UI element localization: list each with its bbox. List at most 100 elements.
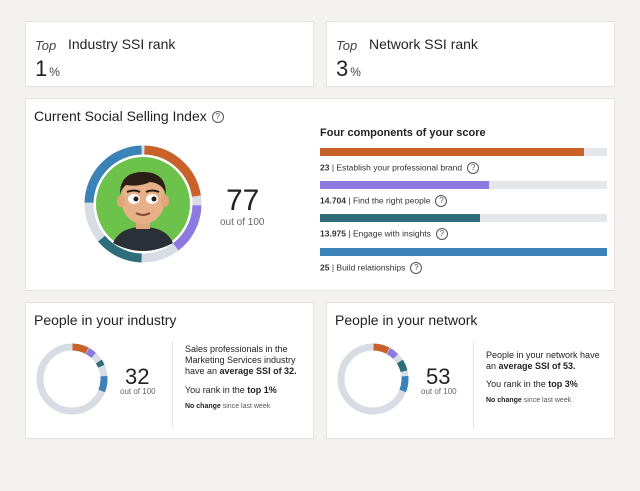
component-name: Find the right people	[352, 195, 431, 206]
component-bar-fill	[320, 214, 481, 222]
components-title: Four components of your score	[320, 127, 486, 139]
donut-segment	[399, 375, 409, 393]
industry-rank-top-label: Top	[35, 38, 57, 53]
network-peers-score: 53	[426, 364, 451, 389]
component-value: 23	[320, 162, 330, 173]
component-label: 25 | Build relationships?	[320, 262, 607, 274]
network-rank-value: 3	[336, 56, 349, 81]
donut-segment	[144, 145, 201, 197]
donut-segment	[396, 359, 408, 373]
donut-segment	[85, 347, 96, 359]
component-bar-track	[320, 248, 607, 256]
help-icon[interactable]: ?	[435, 228, 448, 240]
network-rank-bold: top 3%	[548, 379, 578, 389]
component-bar-fill	[320, 181, 489, 189]
donut-segment	[373, 343, 390, 354]
ssi-donut-track	[84, 145, 202, 263]
component-value: 25	[320, 262, 330, 273]
avatar-pupil-left	[133, 196, 139, 202]
component-bar-fill	[320, 248, 607, 256]
ssi-score-sub: out of 100	[220, 217, 265, 228]
network-desc-line-1: People in your network have	[486, 350, 600, 360]
component-name: Engage with insights	[352, 228, 431, 239]
donut-segment	[172, 205, 202, 251]
industry-average-ssi: average SSI of 32.	[219, 366, 297, 376]
help-icon[interactable]: ?	[467, 162, 480, 174]
industry-change-rest: since last week	[220, 403, 271, 410]
divider	[172, 341, 173, 429]
donut-segment	[386, 347, 399, 359]
component-relationships: 25 | Build relationships?	[320, 248, 607, 274]
network-desc-line-2: an average SSI of 53.	[486, 361, 614, 372]
component-value: 13.975	[320, 228, 346, 239]
industry-rank-title: Industry SSI rank	[68, 36, 176, 52]
industry-donut	[36, 343, 108, 415]
network-donut	[337, 343, 409, 415]
avatar-hair	[120, 172, 166, 194]
component-name: Build relationships	[336, 262, 406, 273]
avatar-face	[121, 174, 165, 224]
avatar-ear-right	[161, 195, 169, 207]
industry-rank-bold: top 1%	[247, 385, 277, 395]
industry-change-bold: No change	[185, 403, 221, 410]
component-value: 14.704	[320, 195, 346, 206]
industry-rank-value: 1	[35, 56, 48, 81]
network-rank-sentence: You rank in the top 3%	[486, 379, 578, 389]
ssi-title: Current Social Selling Index	[34, 108, 207, 124]
industry-desc-line-3: have an average SSI of 32.	[185, 366, 311, 377]
network-peers-score-sub: out of 100	[421, 387, 457, 396]
industry-rank-card: Top Industry SSI rank 1%	[25, 21, 314, 87]
component-bar-track	[320, 181, 607, 189]
avatar-shirt	[113, 227, 173, 251]
component-engage: 13.975 | Engage with insights?	[320, 214, 607, 240]
industry-peers-score-sub: out of 100	[120, 387, 156, 396]
divider	[473, 341, 474, 429]
component-name: Establish your professional brand	[336, 162, 463, 173]
avatar-brow-left	[126, 189, 141, 193]
network-rank-value-block: 3%	[336, 56, 361, 82]
industry-peers-description: Sales professionals in the Marketing Ser…	[185, 344, 311, 377]
industry-rank-prefix: You rank in the	[185, 385, 248, 395]
industry-change-status: No change since last week	[185, 403, 270, 410]
network-change-bold: No change	[486, 397, 522, 404]
component-label: 14.704 | Find the right people?	[320, 195, 607, 207]
component-brand: 23 | Establish your professional brand?	[320, 148, 607, 174]
network-peers-card: People in your network 53 out of 100 Peo…	[326, 302, 615, 439]
avatar	[113, 172, 173, 251]
ssi-score: 77	[226, 184, 260, 217]
industry-peers-title: People in your industry	[34, 312, 177, 328]
industry-rank-sentence: You rank in the top 1%	[185, 385, 277, 395]
network-average-ssi: average SSI of 53.	[498, 361, 576, 371]
help-icon[interactable]: ?	[410, 262, 423, 274]
ssi-donut	[84, 145, 202, 263]
help-icon[interactable]: ?	[211, 111, 224, 124]
donut-segment	[72, 343, 89, 354]
industry-peers-card: People in your industry 32 out of 100 Sa…	[25, 302, 314, 439]
network-change-rest: since last week	[521, 397, 572, 404]
component-label: 13.975 | Engage with insights?	[320, 228, 607, 240]
component-find-people: 14.704 | Find the right people?	[320, 181, 607, 207]
avatar-ear-left	[117, 195, 125, 207]
network-rank-card: Top Network SSI rank 3%	[326, 21, 615, 87]
avatar-mouth	[135, 212, 151, 216]
industry-rank-value-block: 1%	[35, 56, 60, 82]
network-desc-line-2-pre: an	[486, 361, 499, 371]
component-bar-track	[320, 148, 607, 156]
network-rank-prefix: You rank in the	[486, 379, 549, 389]
network-peers-description: People in your network have an average S…	[486, 350, 614, 372]
donut-segment	[98, 375, 108, 393]
help-icon[interactable]: ?	[435, 195, 448, 207]
network-rank-unit: %	[350, 65, 361, 79]
avatar-pupil-right	[151, 196, 157, 202]
donut-segment	[95, 359, 105, 368]
ssi-title-block: Current Social Selling Index?	[34, 108, 224, 124]
network-donut-arcs	[373, 343, 409, 393]
donut-segment	[84, 145, 142, 203]
industry-peers-score: 32	[125, 364, 150, 389]
ssi-donut-arcs	[84, 145, 202, 263]
avatar-brow-right	[145, 189, 160, 193]
component-bar-track	[320, 214, 607, 222]
donut-segment	[98, 235, 142, 263]
industry-rank-unit: %	[49, 65, 60, 79]
component-label: 23 | Establish your professional brand?	[320, 162, 607, 174]
